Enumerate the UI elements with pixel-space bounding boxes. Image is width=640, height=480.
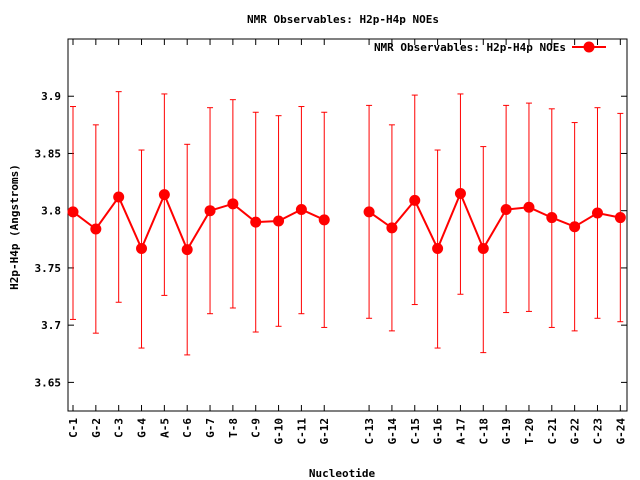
x-tick-label: G-16 — [432, 418, 445, 445]
x-tick-label: G-22 — [569, 418, 582, 445]
data-point — [386, 222, 398, 234]
x-tick-label: C-15 — [409, 418, 422, 445]
data-point — [273, 215, 285, 227]
data-point — [136, 242, 148, 254]
x-tick-label: C-18 — [477, 418, 490, 445]
y-axis-label: H2p-H4p (Angstroms) — [8, 164, 21, 290]
series-lines — [72, 190, 621, 252]
x-tick-label: G-2 — [90, 418, 103, 438]
x-tick-label: G-12 — [318, 418, 331, 445]
plot-frame — [67, 38, 628, 412]
legend-marker — [583, 41, 595, 53]
data-point — [500, 204, 512, 216]
x-tick-label: C-13 — [363, 418, 376, 445]
x-tick-label: G-10 — [273, 418, 286, 445]
data-point — [318, 214, 330, 226]
data-point — [454, 188, 466, 200]
data-point — [204, 205, 216, 217]
data-point — [113, 191, 125, 203]
x-axis-label: Nucleotide — [309, 467, 376, 480]
x-tick-label: G-14 — [386, 418, 399, 445]
data-point — [591, 207, 603, 219]
x-tick-label: A-17 — [454, 418, 467, 445]
data-point — [523, 201, 535, 213]
x-tick-label: C-9 — [250, 418, 263, 438]
series-line — [72, 192, 325, 252]
y-tick-label: 3.8 — [41, 205, 61, 218]
series-line — [368, 190, 621, 251]
y-axis: 3.65 3.7 3.75 3.8 3.85 3.9 — [35, 90, 627, 389]
x-tick-label: G-19 — [500, 418, 513, 445]
y-tick-label: 3.9 — [41, 90, 61, 103]
x-tick-label: C-23 — [591, 418, 604, 445]
data-point — [477, 242, 489, 254]
chart-title: NMR Observables: H2p-H4p NOEs — [247, 13, 439, 26]
y-tick-label: 3.65 — [35, 376, 62, 389]
data-point — [546, 212, 558, 224]
y-tick-label: 3.75 — [35, 262, 62, 275]
data-point — [158, 189, 170, 201]
x-tick-label: G-24 — [614, 418, 627, 445]
x-tick-label: C-6 — [181, 418, 194, 438]
data-point — [409, 194, 421, 206]
x-tick-label: C-21 — [546, 418, 559, 445]
x-tick-label: T-20 — [523, 418, 536, 445]
x-tick-label: T-8 — [227, 418, 240, 438]
data-point — [569, 221, 581, 233]
x-tick-label: G-7 — [204, 418, 217, 438]
data-point — [90, 223, 102, 235]
legend: NMR Observables: H2p-H4p NOEs — [374, 41, 606, 54]
data-point — [67, 206, 79, 218]
data-point — [614, 212, 626, 224]
y-tick-label: 3.7 — [41, 319, 61, 332]
x-tick-label: C-3 — [113, 418, 126, 438]
legend-label: NMR Observables: H2p-H4p NOEs — [374, 41, 566, 54]
data-points — [67, 188, 626, 256]
data-point — [363, 206, 375, 218]
x-axis: C-1 G-2 C-3 G-4 A-5 C-6 G-7 T-8 C-9 G-10 C-11 G-12 C… — [67, 39, 627, 445]
x-tick-label: G-4 — [136, 418, 149, 438]
data-point — [432, 242, 444, 254]
data-point — [295, 204, 307, 216]
x-tick-label: A-5 — [158, 418, 171, 438]
x-tick-label: C-1 — [67, 418, 80, 438]
x-tick-label: C-11 — [295, 418, 308, 445]
data-point — [227, 198, 239, 210]
data-point — [250, 216, 262, 228]
data-point — [181, 244, 193, 256]
y-tick-label: 3.85 — [35, 147, 62, 160]
